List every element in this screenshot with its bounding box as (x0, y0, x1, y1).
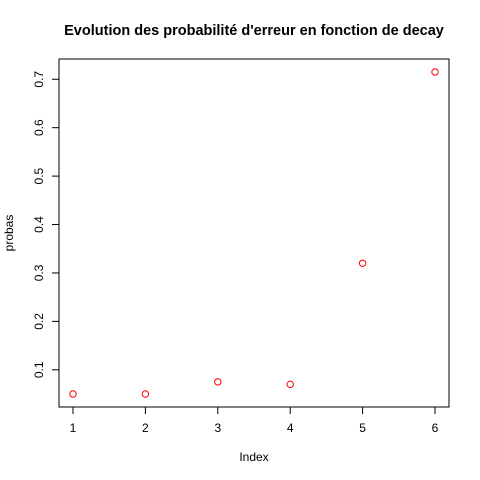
x-tick-label: 4 (287, 421, 294, 435)
data-point (358, 259, 367, 267)
data-points (69, 68, 439, 398)
y-tick-label: 0.6 (32, 119, 46, 136)
plot-frame (58, 58, 450, 408)
x-axis: 1 2 3 4 5 6 (70, 406, 439, 435)
y-tick-label: 0.4 (32, 216, 46, 233)
data-point (431, 68, 439, 76)
y-tick-label: 0.7 (32, 71, 46, 88)
data-point (214, 378, 222, 386)
x-axis-label: Index (239, 450, 268, 464)
x-tick-label: 6 (432, 421, 439, 435)
data-point (286, 380, 294, 389)
chart-title: Evolution des probabilité d'erreur en fo… (64, 23, 444, 39)
y-tick-label: 0.5 (32, 167, 46, 184)
data-point (141, 390, 150, 398)
y-tick-label: 0.1 (32, 361, 46, 378)
y-axis: 0.1 0.2 0.3 0.4 0.5 0.6 0.7 (32, 71, 60, 378)
x-tick-label: 1 (70, 421, 77, 435)
y-tick-label: 0.2 (32, 313, 46, 330)
x-tick-label: 2 (142, 421, 149, 435)
y-axis-label: probas (2, 215, 16, 252)
x-tick-label: 5 (359, 421, 366, 435)
y-tick-label: 0.3 (32, 264, 46, 281)
x-tick-label: 3 (214, 421, 221, 435)
data-point (69, 390, 77, 398)
